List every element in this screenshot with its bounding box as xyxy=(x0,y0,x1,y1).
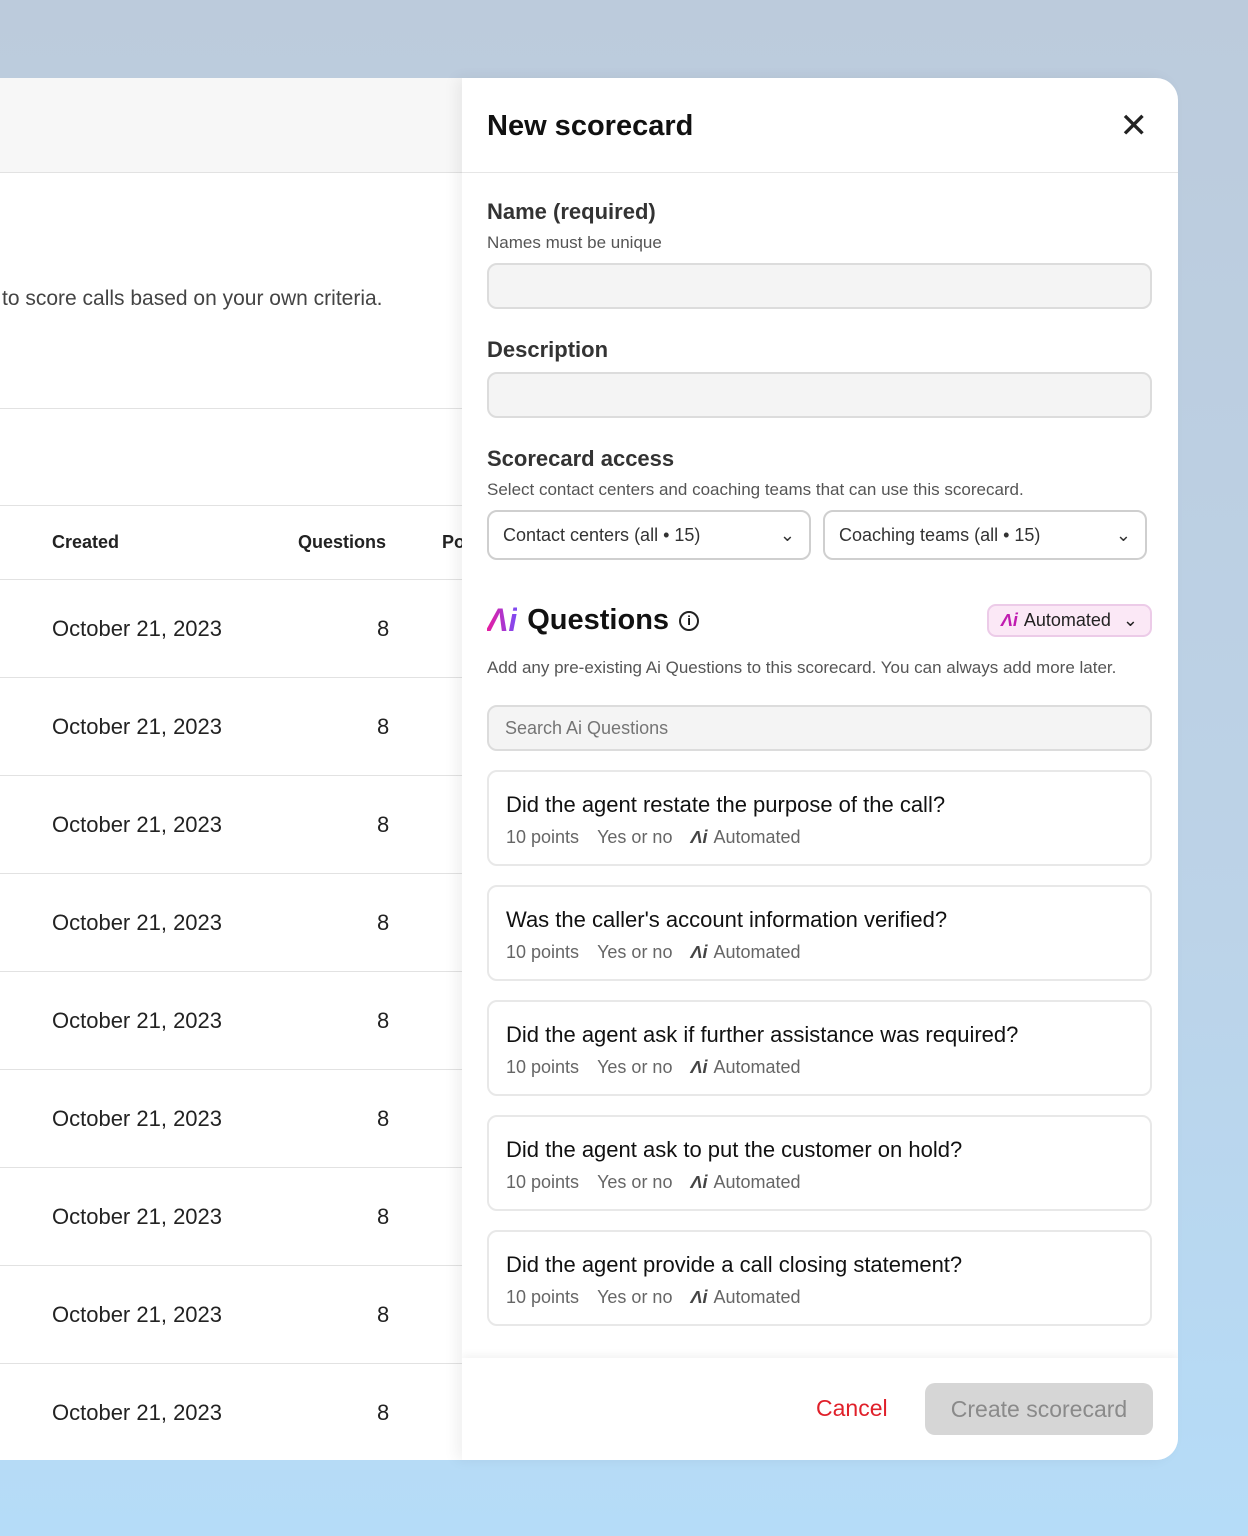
question-points: 10 points xyxy=(506,1057,580,1077)
question-mode: Automated xyxy=(713,1172,801,1192)
contact-centers-value: Contact centers (all • 15) xyxy=(503,524,701,545)
coaching-teams-select[interactable]: Coaching teams (all • 15) ⌄ xyxy=(823,510,1147,560)
table-row[interactable]: October 21, 2023 8 xyxy=(0,1168,462,1266)
question-type: Yes or no xyxy=(597,1287,673,1307)
questions-cell: 8 xyxy=(377,812,390,837)
access-label: Scorecard access xyxy=(487,446,675,471)
question-text: Did the agent ask to put the customer on… xyxy=(506,1137,963,1162)
questions-cell: 8 xyxy=(377,714,390,739)
contact-centers-select[interactable]: Contact centers (all • 15) ⌄ xyxy=(487,510,811,560)
chevron-down-icon: ⌄ xyxy=(1122,610,1138,630)
automated-filter-label: Automated xyxy=(1023,610,1111,630)
coaching-teams-value: Coaching teams (all • 15) xyxy=(839,524,1041,545)
name-input[interactable] xyxy=(487,263,1152,309)
questions-hint: Add any pre-existing Ai Questions to thi… xyxy=(487,658,1117,677)
ai-icon: Λi xyxy=(690,1172,708,1192)
panel-header: New scorecard ✕ xyxy=(462,78,1178,173)
created-cell: October 21, 2023 xyxy=(52,1106,223,1131)
info-icon[interactable]: i xyxy=(679,610,700,631)
panel-footer: Cancel Create scorecard xyxy=(462,1358,1178,1460)
question-points: 10 points xyxy=(506,1172,580,1192)
name-label: Name (required) xyxy=(487,199,656,224)
question-card[interactable]: Did the agent restate the purpose of the… xyxy=(487,770,1152,866)
question-mode: Automated xyxy=(713,942,801,962)
table-row[interactable]: October 21, 2023 8 xyxy=(0,776,462,874)
created-cell: October 21, 2023 xyxy=(52,714,223,739)
question-points: 10 points xyxy=(506,827,580,847)
questions-cell: 8 xyxy=(377,1008,390,1033)
description-input[interactable] xyxy=(487,372,1152,418)
questions-cell: 8 xyxy=(377,1204,390,1229)
questions-cell: 8 xyxy=(377,910,390,935)
chevron-down-icon: ⌄ xyxy=(1115,524,1131,545)
question-points: 10 points xyxy=(506,942,580,962)
table-header: Created Questions Po xyxy=(0,506,462,580)
ai-icon: Λi xyxy=(690,1057,708,1077)
new-scorecard-panel: New scorecard ✕ Name (required) Names mu… xyxy=(462,78,1178,1460)
question-card[interactable]: Did the agent ask if further assistance … xyxy=(487,1000,1152,1096)
question-type: Yes or no xyxy=(597,1057,673,1077)
table-row[interactable]: October 21, 2023 8 xyxy=(0,678,462,776)
created-cell: October 21, 2023 xyxy=(52,1204,223,1229)
ai-icon: Λi xyxy=(690,942,708,962)
automated-filter-dropdown[interactable]: Λi Automated ⌄ xyxy=(986,604,1152,637)
table-row[interactable]: October 21, 2023 8 xyxy=(0,1266,462,1364)
created-cell: October 21, 2023 xyxy=(52,910,223,935)
questions-cell: 8 xyxy=(377,616,390,641)
close-icon[interactable]: ✕ xyxy=(1119,107,1149,145)
ai-icon: Λi xyxy=(690,827,708,847)
panel-title: New scorecard xyxy=(487,110,694,142)
cancel-button[interactable]: Cancel xyxy=(816,1395,888,1421)
questions-cell: 8 xyxy=(377,1302,390,1327)
search-questions-input[interactable] xyxy=(487,705,1152,751)
question-text: Did the agent restate the purpose of the… xyxy=(506,792,946,817)
question-type: Yes or no xyxy=(597,1172,673,1192)
question-text: Did the agent provide a call closing sta… xyxy=(506,1252,963,1277)
column-points[interactable]: Po xyxy=(442,532,462,552)
question-mode: Automated xyxy=(713,827,801,847)
question-type: Yes or no xyxy=(597,942,673,962)
created-cell: October 21, 2023 xyxy=(52,1302,223,1327)
created-cell: October 21, 2023 xyxy=(52,812,223,837)
question-text: Did the agent ask if further assistance … xyxy=(506,1022,1019,1047)
questions-cell: 8 xyxy=(377,1400,390,1425)
questions-title: Questions xyxy=(527,604,670,636)
access-hint: Select contact centers and coaching team… xyxy=(487,480,1024,499)
scorecards-list-background: to score calls based on your own criteri… xyxy=(0,78,462,1460)
question-mode: Automated xyxy=(713,1287,801,1307)
question-card[interactable]: Did the agent provide a call closing sta… xyxy=(487,1230,1152,1326)
table-row[interactable]: October 21, 2023 8 xyxy=(0,972,462,1070)
table-row[interactable]: October 21, 2023 8 xyxy=(0,1070,462,1168)
questions-cell: 8 xyxy=(377,1106,390,1131)
created-cell: October 21, 2023 xyxy=(52,616,223,641)
table-row[interactable]: October 21, 2023 8 xyxy=(0,580,462,678)
description-label: Description xyxy=(487,337,609,362)
intro-section: to score calls based on your own criteri… xyxy=(0,173,462,409)
question-text: Was the caller's account information ver… xyxy=(506,907,948,932)
created-cell: October 21, 2023 xyxy=(52,1008,223,1033)
question-card[interactable]: Did the agent ask to put the customer on… xyxy=(487,1115,1152,1211)
ai-icon: Λi xyxy=(690,1287,708,1307)
intro-text: to score calls based on your own criteri… xyxy=(2,287,383,310)
create-scorecard-button[interactable]: Create scorecard xyxy=(925,1383,1153,1435)
column-questions[interactable]: Questions xyxy=(298,532,387,552)
table-row[interactable]: October 21, 2023 8 xyxy=(0,874,462,972)
name-hint: Names must be unique xyxy=(487,233,662,252)
question-type: Yes or no xyxy=(597,827,673,847)
column-created[interactable]: Created xyxy=(52,532,120,552)
chevron-down-icon: ⌄ xyxy=(779,524,795,545)
toolbar-area xyxy=(0,409,462,506)
question-card[interactable]: Was the caller's account information ver… xyxy=(487,885,1152,981)
ai-logo-icon: Λi xyxy=(487,602,518,638)
table-row[interactable]: October 21, 2023 8 xyxy=(0,1364,462,1460)
question-points: 10 points xyxy=(506,1287,580,1307)
created-cell: October 21, 2023 xyxy=(52,1400,223,1425)
ai-icon: Λi xyxy=(1000,610,1018,630)
question-mode: Automated xyxy=(713,1057,801,1077)
page-header xyxy=(0,78,462,173)
